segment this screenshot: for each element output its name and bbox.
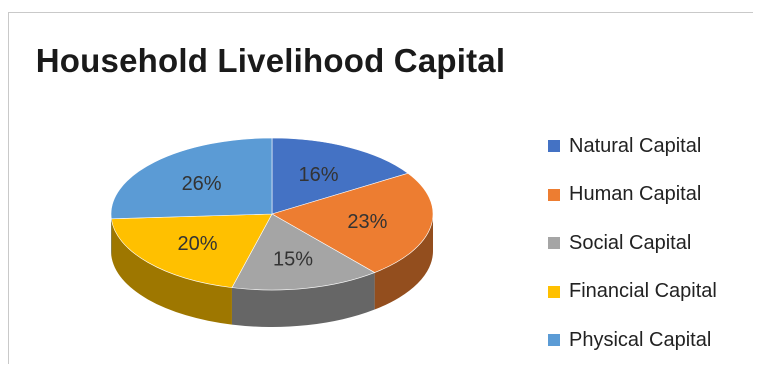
legend-label: Financial Capital — [569, 280, 717, 303]
legend-swatch — [548, 188, 560, 201]
legend-label: Natural Capital — [569, 134, 702, 157]
legend: Natural Capital Human Capital Social Cap… — [548, 122, 717, 365]
legend-item-physical-capital: Physical Capital — [548, 316, 717, 365]
legend-label: Human Capital — [569, 183, 702, 206]
legend-item-financial-capital: Financial Capital — [548, 268, 717, 317]
pie-side-walls — [111, 214, 434, 328]
chart-frame — [8, 12, 753, 364]
pie-slice-natural-capital — [271, 137, 409, 215]
legend-swatch — [548, 334, 560, 347]
data-label-physical-capital: 26% — [182, 173, 222, 195]
chart-title: Household Livelihood Capital — [35, 42, 506, 79]
data-label-financial-capital: 20% — [178, 233, 218, 255]
legend-swatch — [548, 285, 560, 298]
data-label-human-capital: 23% — [347, 211, 387, 233]
pie-slice-financial-capital — [110, 213, 273, 288]
pie-side-social-capital — [231, 272, 375, 328]
legend-item-natural-capital: Natural Capital — [548, 122, 717, 171]
legend-item-human-capital: Human Capital — [548, 171, 717, 220]
data-label-natural-capital: 16% — [299, 164, 339, 186]
legend-swatch — [548, 237, 560, 250]
pie-top-faces — [110, 137, 434, 291]
pie-labels: 16% 23% 15% 20% 26% — [178, 164, 388, 270]
legend-swatch — [548, 140, 560, 153]
pie-slice-social-capital — [231, 213, 376, 291]
pie-slice-physical-capital — [110, 137, 273, 220]
pie-side-financial-capital — [111, 218, 232, 325]
legend-label: Physical Capital — [569, 328, 712, 351]
data-label-social-capital: 15% — [273, 249, 313, 271]
pie-slice-human-capital — [271, 172, 434, 273]
legend-item-social-capital: Social Capital — [548, 219, 717, 268]
legend-label: Social Capital — [569, 231, 692, 254]
pie-side-human-capital — [374, 214, 434, 310]
